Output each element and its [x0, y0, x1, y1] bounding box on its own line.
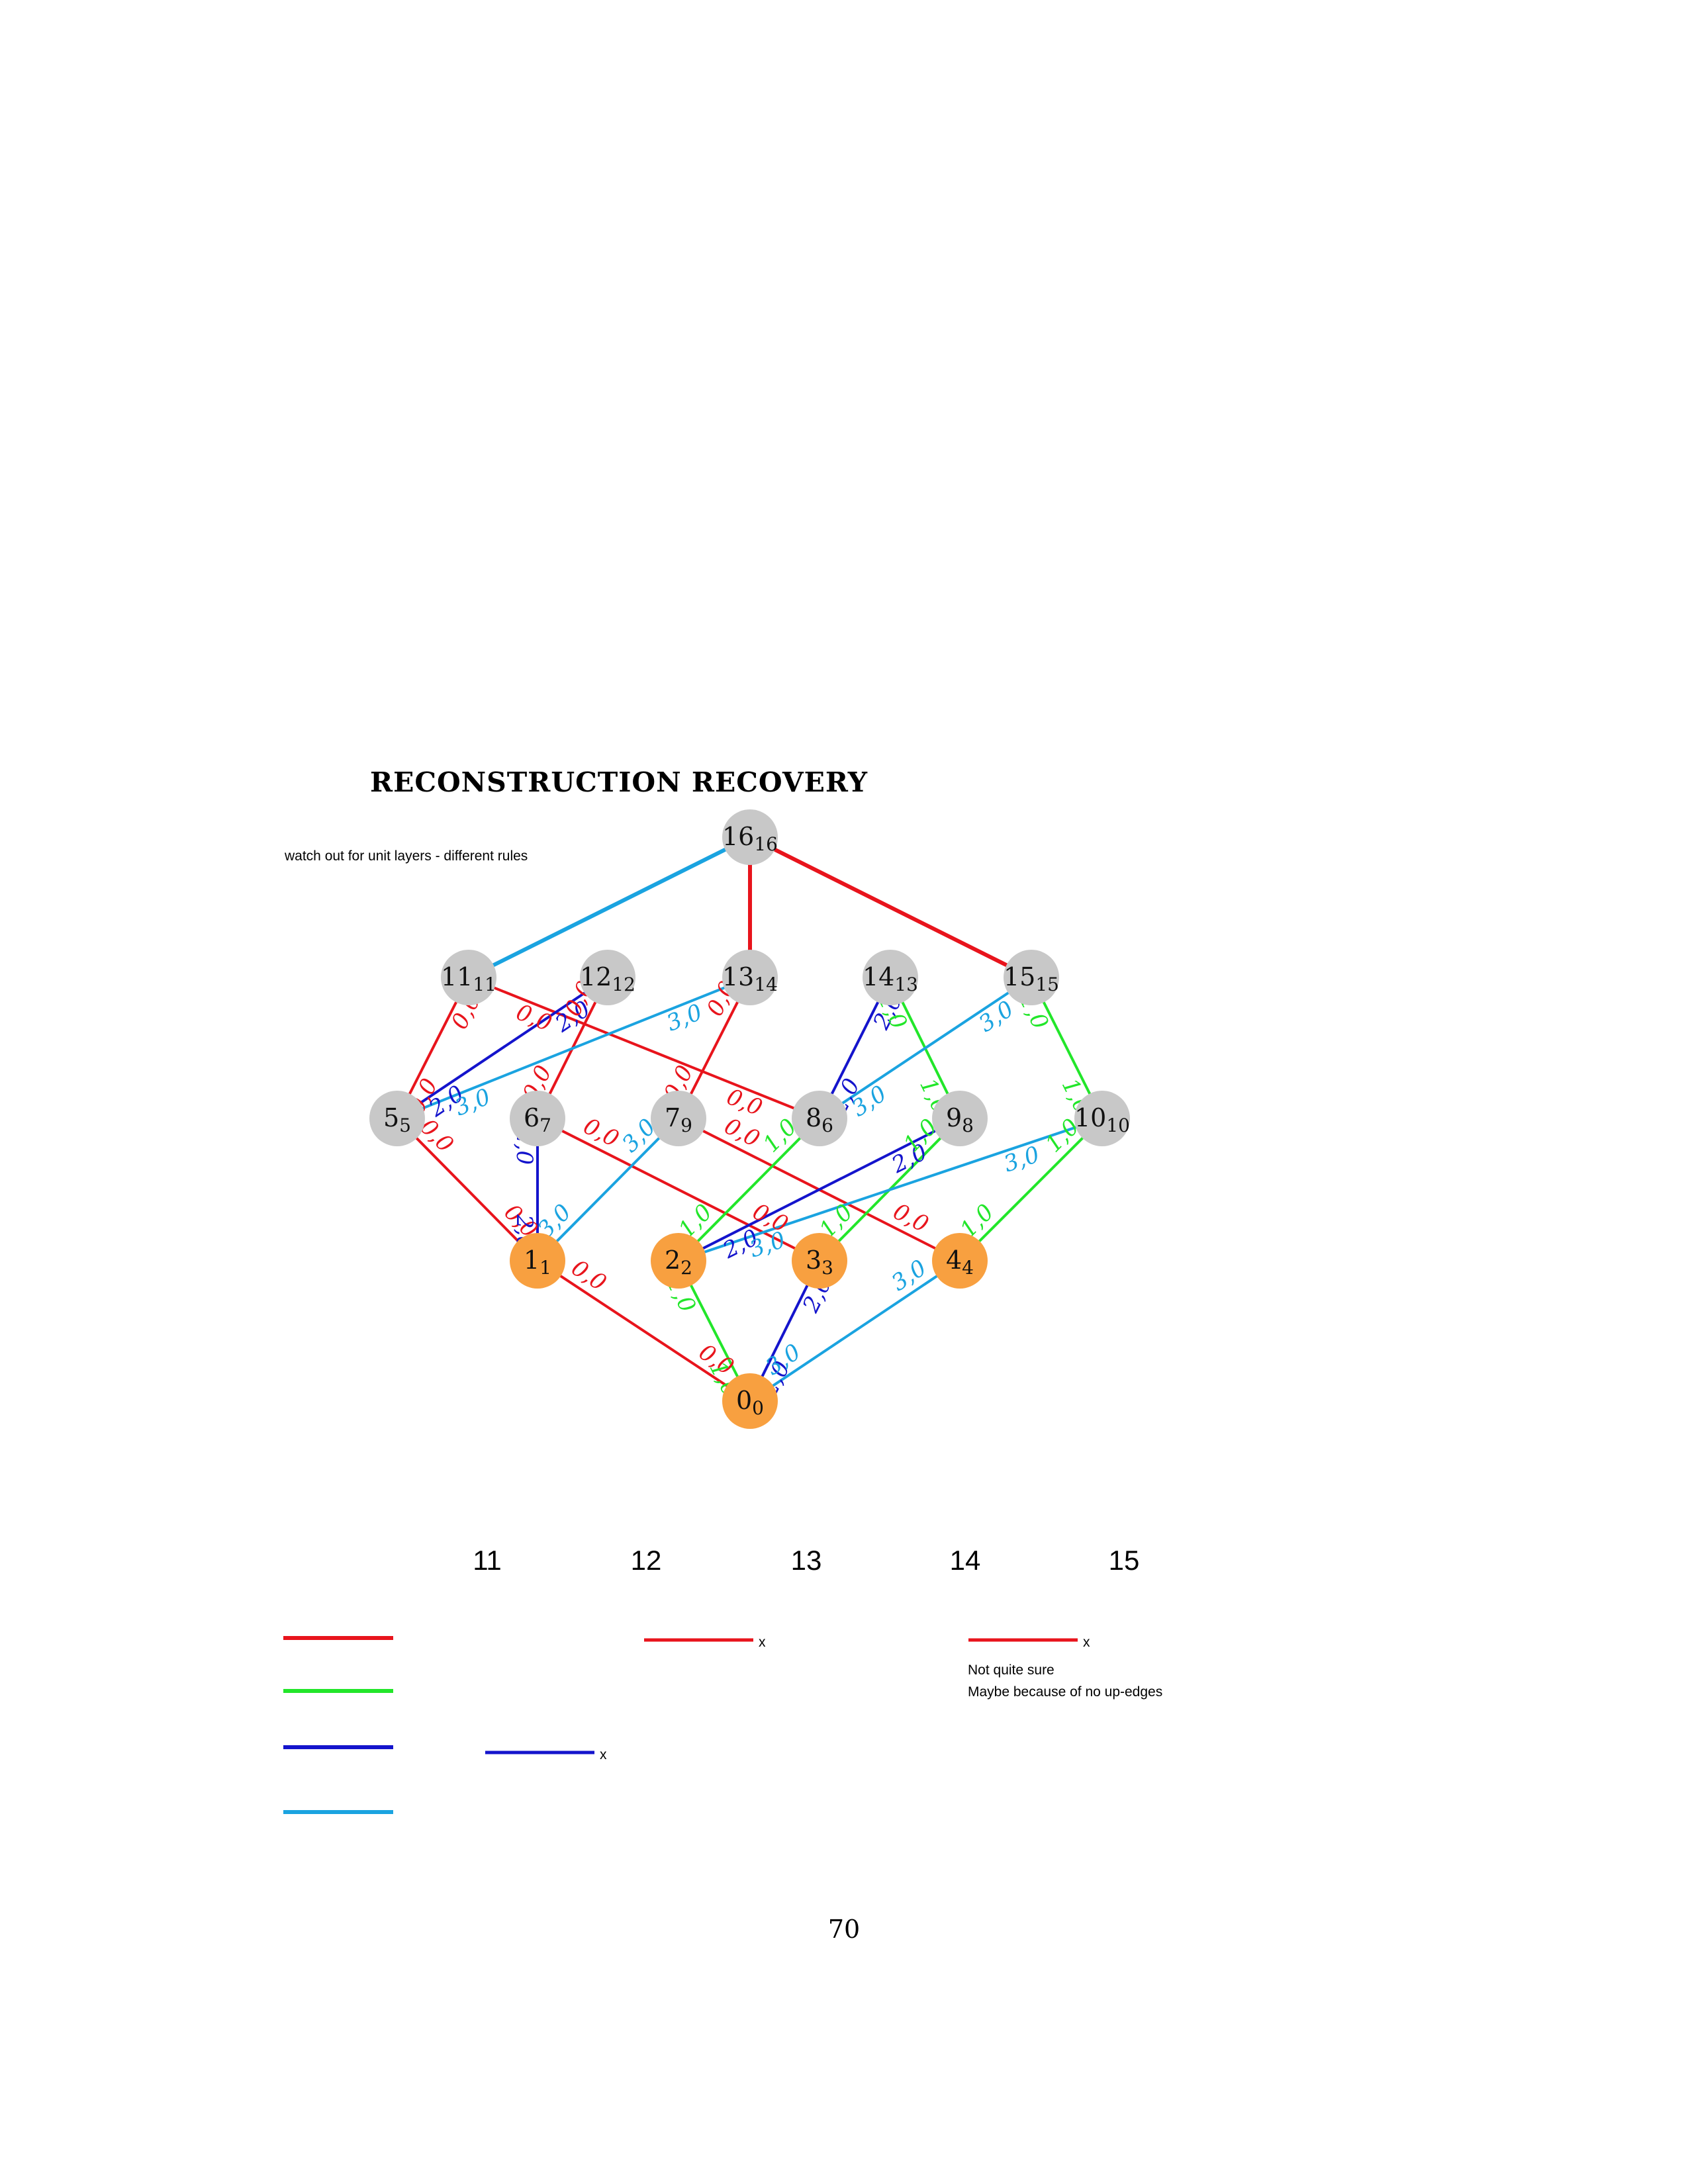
edge-label-1-0-1: 0,0: [567, 1255, 611, 1297]
node-label-9: 98: [946, 1103, 974, 1136]
node-16: 1616: [722, 809, 778, 865]
edge-label-11-8-1: 0,0: [512, 999, 555, 1037]
node-label-7: 79: [665, 1103, 692, 1136]
legend: [283, 1636, 393, 1814]
node-8: 86: [792, 1091, 847, 1146]
node-label-0: 00: [736, 1386, 764, 1419]
node-circle-0: [722, 1373, 778, 1429]
node-circle-5: [369, 1091, 425, 1146]
node-label-3: 33: [806, 1246, 833, 1279]
mark-x-12: x: [600, 1747, 607, 1762]
edge-9-2: [678, 1117, 961, 1262]
comment-line-1: Not quite sure: [968, 1662, 1055, 1678]
node-label-13: 1314: [722, 962, 778, 995]
node-label-1: 11: [524, 1246, 551, 1279]
node-circle-7: [651, 1091, 706, 1146]
node-0: 00: [722, 1373, 778, 1429]
column-header-12: 12: [631, 1545, 662, 1576]
edge-13-5: [397, 976, 751, 1120]
node-label-11: 1111: [441, 962, 496, 995]
node-circle-6: [510, 1091, 565, 1146]
edge-8-2: [677, 1117, 821, 1262]
edge-label-15-8-1: 3,0: [974, 996, 1019, 1038]
node-label-4: 44: [946, 1246, 974, 1279]
column-header-14: 14: [950, 1545, 981, 1576]
node-circle-12: [580, 950, 635, 1005]
edge-7-1: [536, 1117, 680, 1262]
node-12: 1212: [580, 950, 635, 1005]
node-10: 1010: [1074, 1091, 1130, 1146]
edge-label-13-5-1: 3,0: [663, 999, 706, 1037]
note-text: watch out for unit layers - different ru…: [284, 848, 528, 864]
edge-label-7-4-2: 0,0: [889, 1199, 933, 1238]
edges-layer: [396, 835, 1103, 1402]
edge-5-1: [396, 1117, 539, 1262]
node-circle-8: [792, 1091, 847, 1146]
edge-12-5: [396, 976, 609, 1120]
node-14: 1413: [863, 950, 918, 1005]
nodes-layer: 1616 1111 1212 1314 1413 1515 55 67 79 86 98 1010 11…: [369, 809, 1130, 1429]
node-label-16: 1616: [722, 822, 778, 855]
node-label-5: 55: [383, 1103, 411, 1136]
edge-16-11: [467, 835, 751, 979]
node-5: 55: [369, 1091, 425, 1146]
node-2: 22: [651, 1233, 706, 1289]
node-13: 1314: [722, 950, 778, 1005]
edge-15-8: [818, 976, 1033, 1120]
node-circle-3: [792, 1233, 847, 1289]
edge-6-3: [537, 1117, 820, 1262]
node-label-2: 22: [665, 1246, 692, 1279]
comment-line-2: Maybe because of no up-edges: [968, 1684, 1162, 1700]
node-circle-1: [510, 1233, 565, 1289]
node-label-10: 1010: [1074, 1103, 1130, 1136]
node-9: 98: [932, 1091, 988, 1146]
node-label-14: 1413: [863, 962, 918, 995]
edge-10-2: [678, 1117, 1103, 1262]
edge-label-6-3-1: 0,0: [579, 1113, 623, 1153]
mark-x-15: x: [1083, 1635, 1090, 1650]
node-3: 33: [792, 1233, 847, 1289]
edge-16-15: [749, 835, 1033, 979]
node-circle-11: [441, 950, 496, 1005]
node-circle-13: [722, 950, 778, 1005]
node-label-8: 86: [806, 1103, 833, 1136]
edge-label-11-8-2: 0,0: [723, 1083, 766, 1121]
node-4: 44: [932, 1233, 988, 1289]
node-circle-4: [932, 1233, 988, 1289]
node-circle-9: [932, 1091, 988, 1146]
edge-label-7-4-1: 0,0: [720, 1113, 764, 1153]
node-label-6: 67: [524, 1103, 551, 1136]
node-circle-2: [651, 1233, 706, 1289]
node-7: 79: [651, 1091, 706, 1146]
node-circle-14: [863, 950, 918, 1005]
node-15: 1515: [1004, 950, 1059, 1005]
column-header-15: 15: [1109, 1545, 1140, 1576]
edge-4-0: [749, 1259, 961, 1402]
node-circle-15: [1004, 950, 1059, 1005]
node-11: 1111: [441, 950, 496, 1005]
column-header-11: 11: [473, 1545, 502, 1576]
edge-11-8: [468, 976, 820, 1120]
edge-10-4: [959, 1117, 1103, 1262]
node-1: 11: [510, 1233, 565, 1289]
marks: x x x: [485, 1635, 1090, 1762]
node-6: 67: [510, 1091, 565, 1146]
mark-x-13: x: [759, 1635, 766, 1650]
column-header-13: 13: [791, 1545, 822, 1576]
page-number: 70: [828, 1915, 860, 1944]
page-title: RECONSTRUCTION RECOVERY: [370, 766, 868, 798]
node-circle-10: [1074, 1091, 1130, 1146]
node-circle-16: [722, 809, 778, 865]
node-label-15: 1515: [1004, 962, 1059, 995]
edge-1-0: [536, 1259, 751, 1402]
node-label-12: 1212: [580, 962, 635, 995]
edge-label-4-0-1: 3,0: [887, 1255, 931, 1297]
edge-label-10-2-1: 3,0: [1000, 1141, 1043, 1177]
